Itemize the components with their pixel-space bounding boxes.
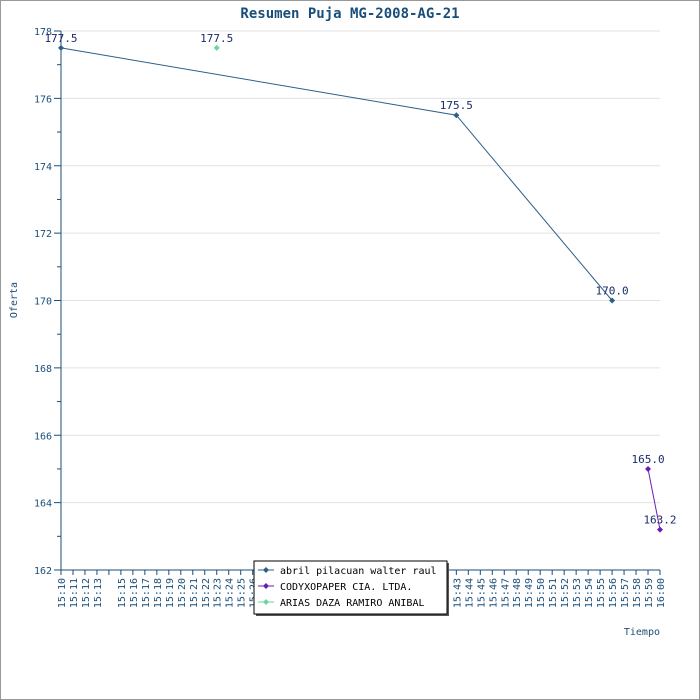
legend-swatch-marker: [263, 583, 269, 589]
x-tick-label: 16:00: [656, 578, 667, 608]
x-tick-label: 15:55: [596, 578, 607, 608]
x-tick-label: 15:46: [488, 578, 499, 608]
x-tick-label: 15:25: [237, 578, 248, 608]
x-tick-label: 15:44: [464, 578, 475, 608]
series-line-2: [647, 468, 661, 530]
x-tick-label: 15:20: [177, 578, 188, 608]
x-tick-label: 15:22: [201, 578, 212, 608]
x-tick-label: 15:21: [189, 578, 200, 608]
y-axis-label: Oferta: [9, 282, 20, 318]
legend-box: [253, 560, 448, 615]
y-tick-label: 166: [34, 431, 52, 442]
y-tick-label: 170: [34, 297, 52, 308]
x-tick-label: 15:59: [644, 578, 655, 608]
x-tick-label: 15:17: [141, 578, 152, 608]
data-point: [213, 44, 220, 51]
x-tick-label: 15:11: [69, 578, 80, 608]
y-tick-label: 178: [34, 27, 52, 38]
legend-entry-label: abril pilacuan walter raul: [280, 566, 437, 577]
x-tick-label: 15:15: [117, 578, 128, 608]
data-point: [453, 112, 460, 119]
data-label: 170.0: [596, 285, 629, 298]
data-point: [58, 44, 64, 51]
x-tick-label: 15:12: [81, 578, 92, 608]
x-tick-label: 15:24: [225, 578, 236, 608]
legend-swatch-marker: [263, 567, 269, 573]
data-point: [609, 297, 616, 304]
y-tick-label: 162: [34, 566, 52, 577]
x-tick-label: 15:57: [620, 578, 631, 608]
x-tick-label: 15:16: [129, 578, 140, 608]
x-tick-label: 15:49: [524, 578, 535, 608]
legend-swatch-marker: [263, 599, 269, 605]
data-label: 163.2: [643, 514, 676, 527]
x-tick-label: 15:10: [57, 578, 68, 608]
x-tick-label: 15:53: [572, 578, 583, 608]
x-tick-label: 15:47: [500, 578, 511, 608]
x-tick-label: 15:54: [584, 578, 595, 608]
x-tick-label: 15:18: [153, 578, 164, 608]
legend-entry-label: ARIAS DAZA RAMIRO ANIBAL: [280, 598, 425, 609]
data-point: [645, 465, 652, 472]
x-tick-label: 15:52: [560, 578, 571, 608]
legend: abril pilacuan walter raul CODYXOPAPER CI…: [253, 560, 449, 616]
data-label: 165.0: [631, 453, 664, 466]
chart-title: Resumen Puja MG-2008-AG-21: [240, 6, 459, 22]
y-tick-label: 176: [34, 94, 52, 105]
x-tick-label: 15:45: [476, 578, 487, 608]
x-tick-label: 15:51: [548, 578, 559, 608]
y-tick-label: 168: [34, 364, 52, 375]
data-label: 177.5: [44, 32, 77, 45]
x-tick-label: 15:13: [93, 578, 104, 608]
legend-entry-label: CODYXOPAPER CIA. LTDA.: [280, 582, 412, 593]
y-tick-label: 174: [34, 162, 52, 173]
data-point: [657, 526, 663, 533]
x-tick-label: 15:56: [608, 578, 619, 608]
x-tick-label: 15:48: [512, 578, 523, 608]
x-tick-label: 15:50: [536, 578, 547, 608]
x-tick-label: 15:58: [632, 578, 643, 608]
data-label: 175.5: [440, 99, 473, 112]
y-tick-label: 172: [34, 229, 52, 240]
y-tick-label: 164: [34, 499, 52, 510]
x-tick-label: 15:19: [165, 578, 176, 608]
data-label: 177.5: [200, 32, 233, 45]
x-tick-label: 15:43: [452, 578, 463, 608]
x-tick-label: 15:23: [213, 578, 224, 608]
x-axis-label: Tiempo: [624, 627, 660, 638]
